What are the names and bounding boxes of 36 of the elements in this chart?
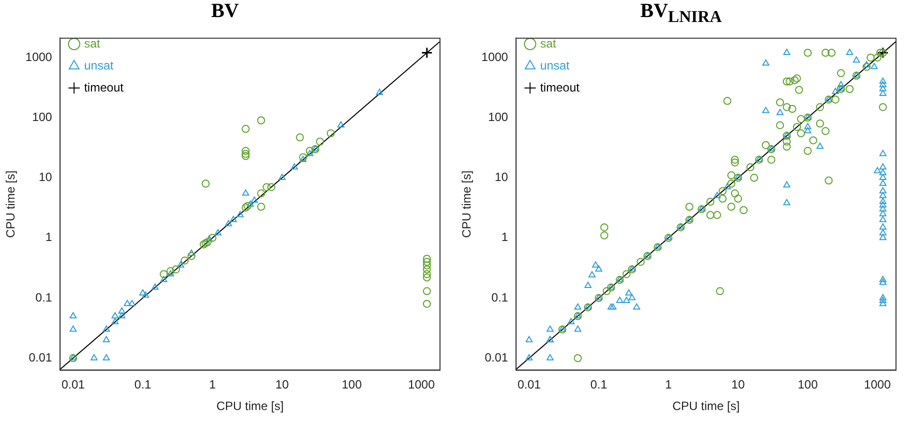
y-tick-label: 0.01 — [484, 350, 508, 364]
y-tick-label: 1000 — [481, 50, 508, 64]
y-axis-title: CPU time [s] — [4, 170, 18, 238]
x-axis-title: CPU time [s] — [672, 399, 740, 414]
y-tick-label: 1 — [501, 230, 508, 244]
x-tick-label: 1000 — [408, 378, 436, 392]
y-tick-label: 1000 — [25, 50, 52, 64]
y-tick-label: 10 — [494, 170, 508, 184]
y-tick-label: 0.1 — [35, 290, 52, 304]
y-tick-label: 0.01 — [28, 350, 52, 364]
legend-label: timeout — [84, 80, 124, 94]
y-tick-label: 10 — [38, 170, 52, 184]
legend-label: timeout — [540, 80, 580, 94]
x-axis-title: CPU time [s] — [216, 399, 284, 414]
x-tick-label: 10 — [275, 378, 290, 392]
legend-label: sat — [84, 36, 101, 50]
legend-label: unsat — [84, 58, 114, 72]
x-tick-label: 0.01 — [517, 378, 542, 392]
x-tick-label: 1 — [209, 378, 216, 392]
x-tick-label: 100 — [798, 378, 818, 392]
chart-title: BV$_{LNIRA}$ — [639, 0, 723, 28]
x-tick-label: 1 — [665, 378, 672, 392]
x-tick-label: 100 — [342, 378, 362, 392]
y-tick-label: 100 — [32, 110, 52, 124]
legend-label: unsat — [540, 58, 570, 72]
y-tick-label: 0.1 — [491, 290, 508, 304]
x-tick-label: 0.01 — [61, 378, 86, 392]
y-axis-title: CPU time [s] — [460, 170, 474, 238]
x-tick-label: 10 — [731, 378, 746, 392]
x-tick-label: 0.1 — [590, 378, 608, 392]
x-tick-label: 0.1 — [134, 378, 152, 392]
legend-label: sat — [540, 36, 557, 50]
x-tick-label: 1000 — [864, 378, 892, 392]
y-tick-label: 100 — [488, 110, 508, 124]
y-tick-label: 1 — [45, 230, 52, 244]
chart-title: BV — [210, 0, 240, 24]
